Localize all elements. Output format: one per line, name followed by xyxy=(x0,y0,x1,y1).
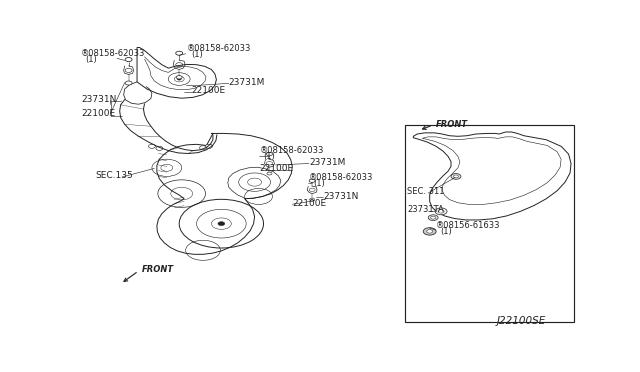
Circle shape xyxy=(266,153,273,156)
Text: ®08158-62033: ®08158-62033 xyxy=(309,173,374,182)
Text: FRONT: FRONT xyxy=(436,120,468,129)
Text: 22100E: 22100E xyxy=(191,86,226,95)
Text: (1): (1) xyxy=(440,227,452,236)
Text: (1): (1) xyxy=(85,55,97,64)
Circle shape xyxy=(423,228,436,235)
Text: J22100SE: J22100SE xyxy=(497,316,546,326)
Text: 23731N: 23731N xyxy=(81,95,116,104)
Circle shape xyxy=(177,78,181,80)
Circle shape xyxy=(309,179,315,182)
Text: ®08158-62033: ®08158-62033 xyxy=(260,146,324,155)
Circle shape xyxy=(176,76,182,79)
Text: ®08156-61633: ®08156-61633 xyxy=(436,221,500,230)
Circle shape xyxy=(428,215,438,221)
Text: SEC. 311: SEC. 311 xyxy=(408,187,445,196)
Text: (1): (1) xyxy=(313,179,325,187)
Text: 22100E: 22100E xyxy=(260,164,294,173)
Text: 22100E: 22100E xyxy=(292,199,326,208)
Circle shape xyxy=(451,173,461,179)
Text: ®08158-62033: ®08158-62033 xyxy=(81,49,145,58)
Text: ®08158-62033: ®08158-62033 xyxy=(187,44,251,53)
Circle shape xyxy=(156,146,163,150)
Text: FRONT: FRONT xyxy=(142,265,174,274)
Circle shape xyxy=(200,146,207,150)
Circle shape xyxy=(310,198,315,201)
Circle shape xyxy=(125,81,132,85)
Circle shape xyxy=(454,175,458,178)
Bar xyxy=(405,125,573,323)
Text: 22100E: 22100E xyxy=(81,109,115,118)
Circle shape xyxy=(267,172,272,175)
Text: 23731M: 23731M xyxy=(229,78,265,87)
Circle shape xyxy=(218,222,225,226)
Text: 23731N: 23731N xyxy=(323,192,358,201)
Circle shape xyxy=(205,144,212,148)
Circle shape xyxy=(435,208,447,215)
Text: (1): (1) xyxy=(264,152,275,161)
Text: 23731M: 23731M xyxy=(309,158,346,167)
Circle shape xyxy=(148,144,156,148)
Circle shape xyxy=(427,230,433,233)
Circle shape xyxy=(438,210,444,213)
Circle shape xyxy=(431,216,436,219)
Text: 23731TA: 23731TA xyxy=(408,205,444,214)
Text: (1): (1) xyxy=(191,50,204,59)
Text: SEC.135: SEC.135 xyxy=(95,171,132,180)
Circle shape xyxy=(125,58,132,61)
Circle shape xyxy=(176,51,182,55)
